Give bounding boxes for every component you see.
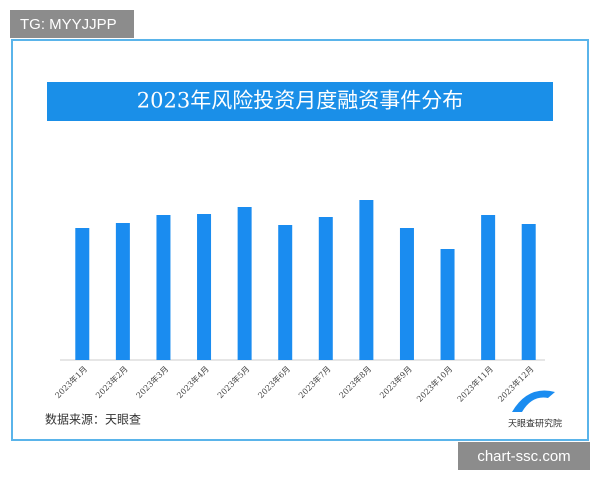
bar <box>481 215 496 360</box>
bar <box>115 223 130 360</box>
chart-title: 2023年风险投资月度融资事件分布 <box>137 89 463 113</box>
logo-icon <box>512 390 555 412</box>
bar <box>197 214 212 360</box>
bar <box>521 224 536 360</box>
bar <box>156 215 171 360</box>
watermark: TG: MYYJJPP <box>20 16 117 33</box>
bar <box>359 200 374 360</box>
bar <box>75 228 90 360</box>
bar <box>440 249 455 360</box>
bar <box>237 207 252 360</box>
source: 数据来源：天眼查 <box>45 412 141 427</box>
site-box <box>458 442 590 470</box>
watermark-box <box>10 10 134 38</box>
bar <box>278 225 293 360</box>
bar <box>399 228 414 360</box>
title-banner <box>47 82 553 121</box>
bar <box>318 217 333 360</box>
site: chart-ssc.com <box>477 448 570 465</box>
logo-text: 天眼查研究院 <box>508 417 562 428</box>
